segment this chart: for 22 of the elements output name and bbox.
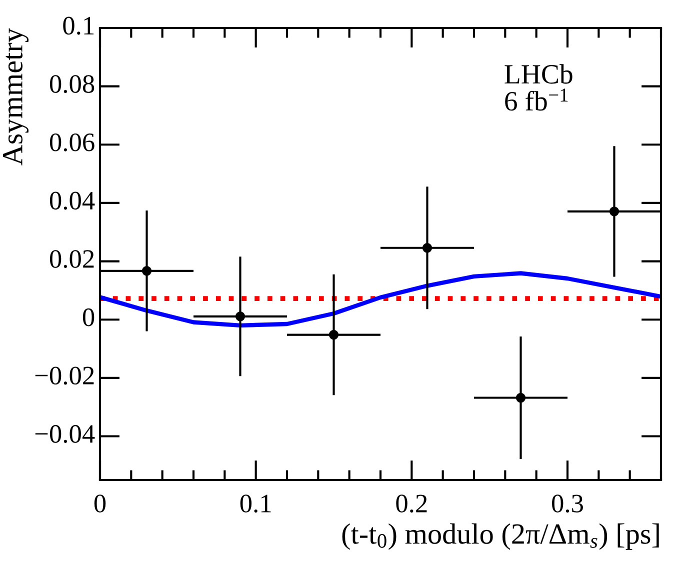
point xyxy=(609,206,620,216)
point xyxy=(516,392,526,403)
y-tick-label: 0.08 xyxy=(50,75,94,94)
y-tick-label: 0.02 xyxy=(50,250,94,268)
x-tick-label: 0.1 xyxy=(240,494,271,513)
y-tick-label: 0.1 xyxy=(63,16,94,35)
y-tick-label: 0.04 xyxy=(50,192,95,210)
point xyxy=(142,266,152,276)
line-series xyxy=(100,271,661,328)
y-axis-title: Asymmetry xyxy=(2,28,29,166)
point xyxy=(422,243,432,253)
x-tick-label: 0.2 xyxy=(396,494,427,513)
x-tick-label: 0 xyxy=(94,494,106,512)
y-tick-label: 0.06 xyxy=(50,133,94,152)
x-tick-label: 0.3 xyxy=(552,494,583,513)
x-axis-title: (t-t$_{0}$) modulo (2π/Δm$_{s}$) [ps] xyxy=(342,523,659,550)
point xyxy=(328,330,339,340)
y-tick-label: −0.02 xyxy=(35,366,94,385)
y-tick-label: 0 xyxy=(82,308,94,326)
y-tick-label: −0.04 xyxy=(35,425,95,443)
annotation: LHCb 6 fb$^{−1}$ xyxy=(504,64,572,111)
point xyxy=(235,312,246,322)
